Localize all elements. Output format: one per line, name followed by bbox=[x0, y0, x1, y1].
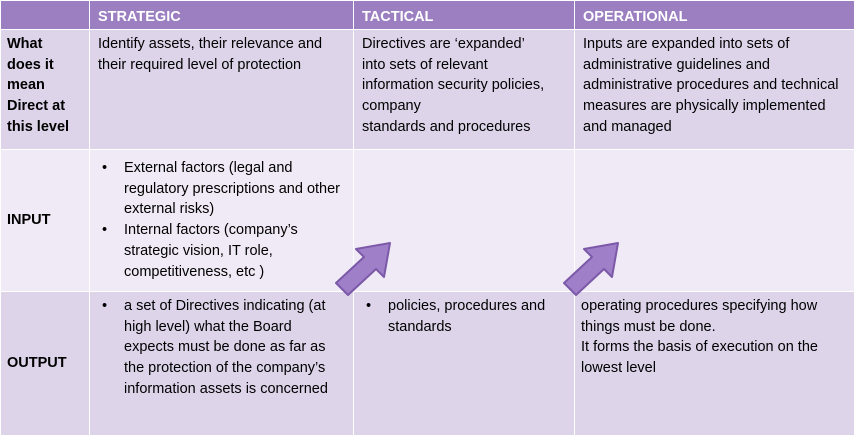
text-line: standards and procedures bbox=[362, 117, 568, 138]
row-input: INPUT • External factors (legal and regu… bbox=[1, 150, 854, 292]
header-blank bbox=[1, 1, 90, 30]
header-row: STRATEGIC TACTICAL OPERATIONAL bbox=[1, 1, 854, 30]
list-item: • External factors (legal and regulatory… bbox=[98, 158, 347, 220]
list-item: • a set of Directives indicating (at hig… bbox=[98, 296, 343, 400]
row-output: OUTPUT • a set of Directives indicating … bbox=[1, 292, 854, 436]
bullet-icon: • bbox=[102, 158, 107, 179]
bullet-icon: • bbox=[102, 296, 107, 317]
bullet-icon: • bbox=[366, 296, 371, 317]
text-line: company bbox=[362, 96, 568, 117]
arrow-up-right-icon bbox=[562, 239, 622, 297]
label-line: What bbox=[7, 34, 83, 55]
header-tactical: TACTICAL bbox=[354, 1, 575, 30]
text-line: into sets of relevant bbox=[362, 55, 568, 76]
bullet-icon: • bbox=[102, 220, 107, 241]
text-line: information security policies, bbox=[362, 75, 568, 96]
bullet-list: • External factors (legal and regulatory… bbox=[98, 158, 347, 282]
label-line: this level bbox=[7, 117, 83, 138]
bullet-list: • policies, procedures and standards bbox=[362, 296, 568, 337]
row-label-input: INPUT bbox=[1, 150, 90, 292]
list-item: • Internal factors (company’s strategic … bbox=[98, 220, 347, 282]
header-strategic: STRATEGIC bbox=[90, 1, 354, 30]
output-tactical: • policies, procedures and standards bbox=[354, 292, 575, 436]
arrow-up-right-icon bbox=[334, 239, 394, 297]
meaning-strategic: Identify assets, their relevance and the… bbox=[90, 30, 354, 150]
meaning-operational: Inputs are expanded into sets of adminis… bbox=[575, 30, 854, 150]
list-item-text: External factors (legal and regulatory p… bbox=[124, 160, 340, 217]
row-label-output: OUTPUT bbox=[1, 292, 90, 436]
text-line: operating procedures specifying how thin… bbox=[581, 296, 848, 337]
list-item-text: Internal factors (company’s strategic vi… bbox=[124, 222, 298, 279]
output-strategic: • a set of Directives indicating (at hig… bbox=[90, 292, 354, 436]
list-item-text: policies, procedures and standards bbox=[388, 298, 545, 335]
output-operational: operating procedures specifying how thin… bbox=[575, 292, 854, 436]
meaning-tactical: Directives are ‘expanded’ into sets of r… bbox=[354, 30, 575, 150]
bullet-list: • a set of Directives indicating (at hig… bbox=[98, 296, 343, 400]
list-item: • policies, procedures and standards bbox=[362, 296, 568, 337]
header-operational: OPERATIONAL bbox=[575, 1, 854, 30]
row-meaning: What does it mean Direct at this level I… bbox=[1, 30, 854, 150]
input-strategic: • External factors (legal and regulatory… bbox=[90, 150, 354, 292]
label-line: mean bbox=[7, 75, 83, 96]
text-line: Directives are ‘expanded’ bbox=[362, 34, 568, 55]
label-line: Direct at bbox=[7, 96, 83, 117]
label-line: does it bbox=[7, 55, 83, 76]
text-line: It forms the basis of execution on the l… bbox=[581, 337, 848, 378]
list-item-text: a set of Directives indicating (at high … bbox=[124, 298, 328, 397]
row-label-meaning: What does it mean Direct at this level bbox=[1, 30, 90, 150]
